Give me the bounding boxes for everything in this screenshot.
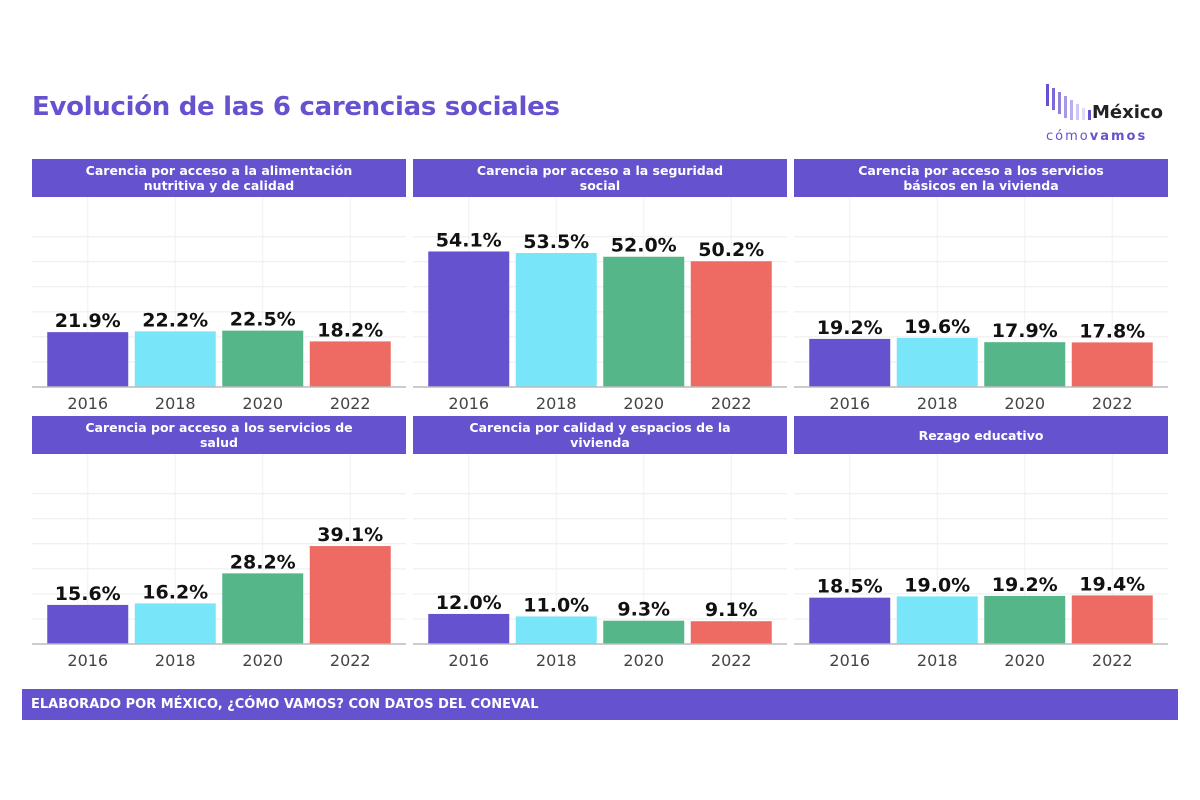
bar bbox=[809, 597, 891, 644]
x-tick-label: 2022 bbox=[330, 651, 371, 670]
data-label: 19.2% bbox=[817, 317, 883, 339]
bar bbox=[603, 620, 685, 644]
data-label: 22.2% bbox=[142, 309, 208, 331]
panel-title: Carencia por acceso a la alimentación nut… bbox=[32, 159, 406, 197]
bar bbox=[690, 621, 772, 644]
data-label: 11.0% bbox=[523, 594, 589, 616]
bar-chart-seguridad-social: 54.1% 2016 53.5% 2018 52.0% 2020 50.2% 2022 bbox=[413, 197, 787, 413]
x-tick-label: 2016 bbox=[448, 394, 489, 413]
bar-chart-servicios-basicos: 19.2% 2016 19.6% 2018 17.9% 2020 17.8% 2022 bbox=[794, 197, 1168, 413]
bar-chart-salud: 15.6% 2016 16.2% 2018 28.2% 2020 39.1% 2022 bbox=[32, 454, 406, 670]
bar-chart-alimentacion: 21.9% 2016 22.2% 2018 22.5% 2020 18.2% 2022 bbox=[32, 197, 406, 413]
x-tick-label: 2018 bbox=[536, 651, 577, 670]
x-tick-label: 2020 bbox=[1004, 394, 1045, 413]
x-tick-label: 2016 bbox=[829, 394, 870, 413]
x-tick-label: 2020 bbox=[242, 651, 283, 670]
x-tick-label: 2020 bbox=[1004, 651, 1045, 670]
x-tick-label: 2022 bbox=[711, 651, 752, 670]
bar bbox=[1071, 342, 1153, 387]
data-label: 28.2% bbox=[230, 551, 296, 573]
data-label: 18.5% bbox=[817, 576, 883, 598]
logo-subtitle: cómovamos bbox=[1046, 129, 1148, 144]
bar bbox=[603, 256, 685, 387]
x-tick-label: 2020 bbox=[242, 394, 283, 413]
bar-chart-calidad-vivienda: 12.0% 2016 11.0% 2018 9.3% 2020 9.1% 2022 bbox=[413, 454, 787, 670]
data-label: 54.1% bbox=[436, 229, 502, 251]
bar bbox=[896, 596, 978, 644]
data-label: 19.2% bbox=[992, 574, 1058, 596]
x-tick-label: 2016 bbox=[829, 651, 870, 670]
x-tick-label: 2018 bbox=[155, 394, 196, 413]
bar bbox=[47, 332, 129, 387]
footer-credit: ELABORADO POR MÉXICO, ¿CÓMO VAMOS? CON D… bbox=[22, 689, 1178, 720]
x-tick-label: 2016 bbox=[67, 394, 108, 413]
x-tick-label: 2022 bbox=[1092, 394, 1133, 413]
bar bbox=[1071, 595, 1153, 644]
data-label: 12.0% bbox=[436, 592, 502, 614]
bar bbox=[428, 613, 510, 644]
panel-title: Carencia por calidad y espacios de la viv… bbox=[413, 416, 787, 454]
bar bbox=[896, 337, 978, 387]
data-label: 19.0% bbox=[904, 574, 970, 596]
bar bbox=[809, 338, 891, 387]
x-tick-label: 2018 bbox=[917, 394, 958, 413]
bar-chart-rezago-educativo: 18.5% 2016 19.0% 2018 19.2% 2020 19.4% 2022 bbox=[794, 454, 1168, 670]
bar bbox=[515, 616, 597, 644]
panel-title: Carencia por acceso a la seguridad social bbox=[413, 159, 787, 197]
bar bbox=[984, 342, 1066, 387]
bar bbox=[134, 331, 216, 387]
x-tick-label: 2020 bbox=[623, 394, 664, 413]
panel-servicios-basicos: Carencia por acceso a los servicios básic… bbox=[794, 159, 1168, 413]
panel-title: Rezago educativo bbox=[794, 416, 1168, 454]
bar bbox=[134, 603, 216, 644]
logo: México cómovamos bbox=[1040, 80, 1170, 150]
panel-alimentacion: Carencia por acceso a la alimentación nut… bbox=[32, 159, 406, 413]
bar bbox=[309, 546, 391, 644]
data-label: 19.4% bbox=[1079, 573, 1145, 595]
logo-word: México bbox=[1092, 102, 1163, 123]
data-label: 18.2% bbox=[317, 319, 383, 341]
x-tick-label: 2022 bbox=[330, 394, 371, 413]
x-tick-label: 2020 bbox=[623, 651, 664, 670]
data-label: 53.5% bbox=[523, 231, 589, 253]
panel-title: Carencia por acceso a los servicios de sa… bbox=[32, 416, 406, 454]
bar bbox=[222, 330, 304, 387]
data-label: 17.8% bbox=[1079, 320, 1145, 342]
data-label: 21.9% bbox=[55, 310, 121, 332]
panel-salud: Carencia por acceso a los servicios de sa… bbox=[32, 416, 406, 670]
bar bbox=[309, 341, 391, 387]
data-label: 22.5% bbox=[230, 309, 296, 331]
x-tick-label: 2022 bbox=[711, 394, 752, 413]
x-tick-label: 2018 bbox=[536, 394, 577, 413]
data-label: 19.6% bbox=[904, 316, 970, 338]
bar bbox=[222, 573, 304, 644]
x-tick-label: 2016 bbox=[67, 651, 108, 670]
panel-rezago-educativo: Rezago educativo 18.5% 2016 19.0% 2018 19.2%… bbox=[794, 416, 1168, 670]
bar bbox=[690, 261, 772, 387]
data-label: 50.2% bbox=[698, 239, 764, 261]
panel-title: Carencia por acceso a los servicios básic… bbox=[794, 159, 1168, 197]
page-title: Evolución de las 6 carencias sociales bbox=[32, 92, 560, 122]
logo-bars-icon bbox=[1046, 84, 1091, 120]
data-label: 9.1% bbox=[705, 599, 758, 621]
data-label: 16.2% bbox=[142, 581, 208, 603]
data-label: 15.6% bbox=[55, 583, 121, 605]
x-tick-label: 2018 bbox=[917, 651, 958, 670]
panel-calidad-vivienda: Carencia por calidad y espacios de la viv… bbox=[413, 416, 787, 670]
data-label: 9.3% bbox=[617, 599, 670, 621]
data-label: 39.1% bbox=[317, 524, 383, 546]
data-label: 17.9% bbox=[992, 320, 1058, 342]
bar bbox=[984, 595, 1066, 644]
x-tick-label: 2016 bbox=[448, 651, 489, 670]
x-tick-label: 2022 bbox=[1092, 651, 1133, 670]
x-tick-label: 2018 bbox=[155, 651, 196, 670]
data-label: 52.0% bbox=[611, 235, 677, 257]
bar bbox=[428, 251, 510, 387]
bar bbox=[47, 604, 129, 644]
bar bbox=[515, 252, 597, 387]
panel-seguridad-social: Carencia por acceso a la seguridad social… bbox=[413, 159, 787, 413]
